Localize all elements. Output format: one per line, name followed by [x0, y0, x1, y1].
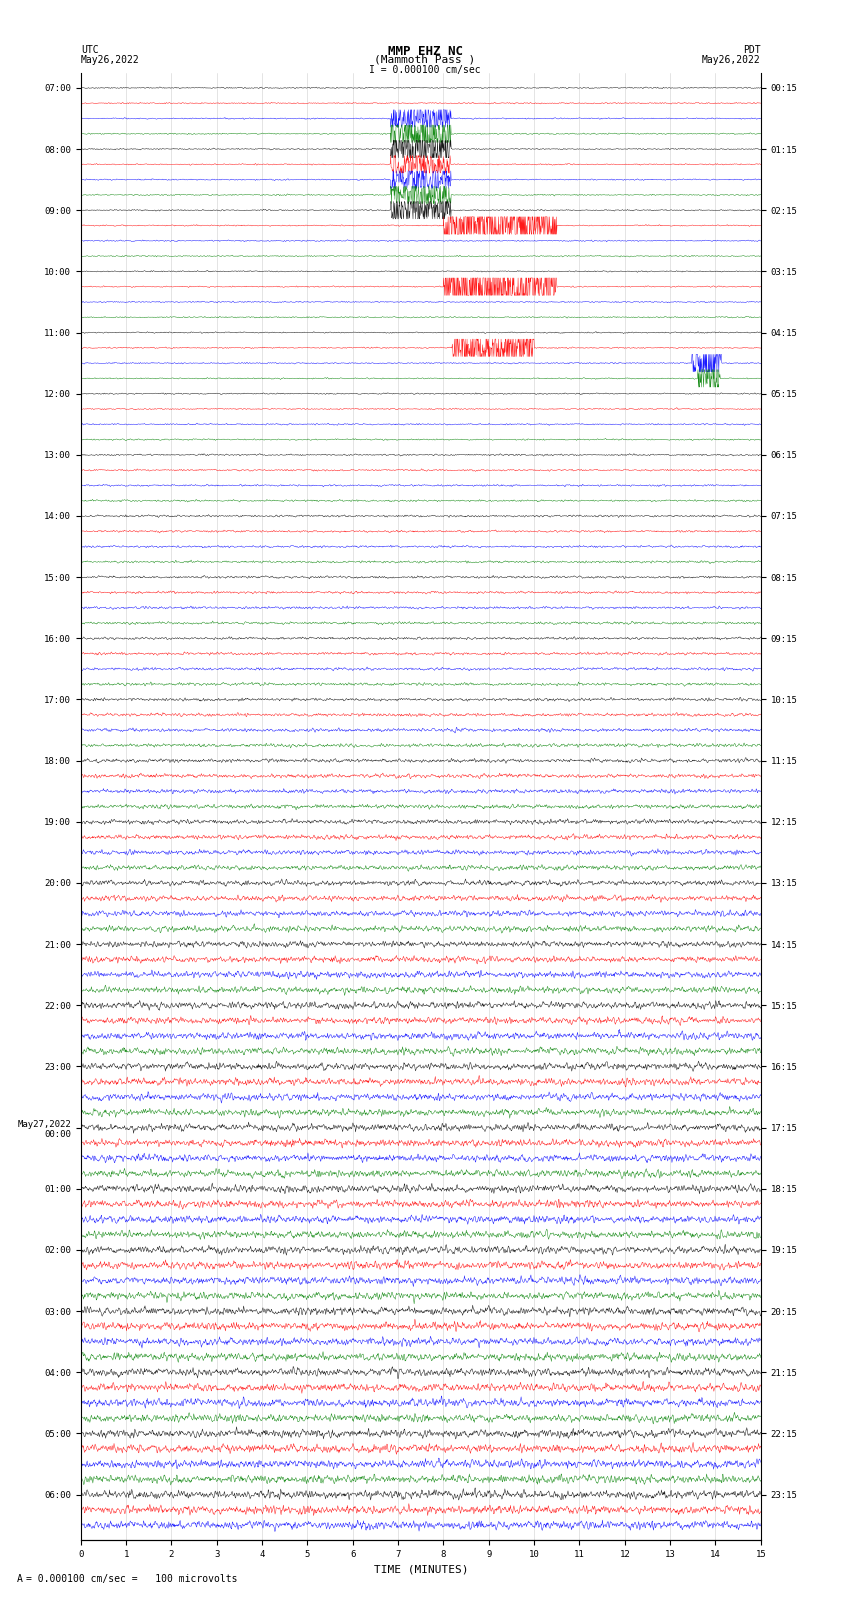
Text: PDT: PDT: [743, 45, 761, 55]
Text: May26,2022: May26,2022: [81, 55, 139, 65]
Text: I = 0.000100 cm/sec: I = 0.000100 cm/sec: [369, 65, 481, 74]
Text: A: A: [17, 1574, 23, 1584]
Text: May26,2022: May26,2022: [702, 55, 761, 65]
Text: (Mammoth Pass ): (Mammoth Pass ): [374, 55, 476, 65]
Text: = 0.000100 cm/sec =   100 microvolts: = 0.000100 cm/sec = 100 microvolts: [26, 1574, 237, 1584]
Text: MMP EHZ NC: MMP EHZ NC: [388, 45, 462, 58]
X-axis label: TIME (MINUTES): TIME (MINUTES): [373, 1565, 468, 1574]
Text: UTC: UTC: [81, 45, 99, 55]
